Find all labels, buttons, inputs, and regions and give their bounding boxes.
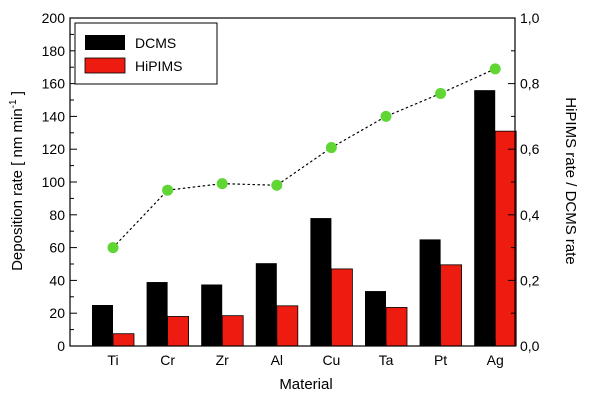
y-tick-label: 100 (42, 174, 66, 190)
x-tick-label: Zr (216, 352, 230, 368)
bar-dcms-ta (365, 291, 386, 346)
bar-hipims-al (276, 305, 299, 347)
ratio-series (107, 63, 501, 254)
bar-dcms-zr (201, 284, 223, 346)
y-axis-title-sup: -1 (8, 99, 19, 108)
bar-hipims-ti (112, 333, 135, 347)
bar-dcms-cu (310, 218, 332, 346)
x-tick-label: Al (271, 352, 283, 368)
y2-tick-label: 0,0 (520, 338, 540, 354)
bar-hipims-pt (440, 264, 463, 347)
legend-swatch-hipims (84, 57, 126, 74)
x-tick-label: Ta (379, 352, 394, 368)
y-axis-title: Deposition rate [ nm min-1 ] (8, 91, 26, 271)
bar-hipims-zr (221, 315, 244, 347)
legend-label-dcms: DCMS (135, 35, 176, 51)
y2-tick-label: 0,2 (520, 272, 540, 288)
bar-dcms-pt (419, 239, 441, 346)
bar-hipims-ag (494, 130, 517, 347)
ratio-point-zr (216, 178, 228, 190)
y2-tick-label: 1,0 (520, 10, 540, 26)
y-axis-title-main: Deposition rate [ nm min (9, 108, 26, 271)
y-axis-title-end: ] (9, 91, 26, 99)
ratio-point-ti (107, 242, 119, 254)
y-tick-label: 80 (49, 207, 65, 223)
axes: 0 20 40 60 80 100 120 140 160 180 200 0,0 0,2 0,4 0,6 0… (42, 10, 540, 368)
x-tick-label: Cu (322, 352, 340, 368)
y-tick-label: 140 (42, 108, 66, 124)
y-tick-label: 40 (49, 272, 65, 288)
y2-axis-title: HiPIMS rate / DCMS rate (562, 97, 579, 265)
x-tick-label: Ag (487, 352, 504, 368)
x-tick-label: Pt (434, 352, 447, 368)
x-tick-label: Ti (107, 352, 118, 368)
y-tick-label: 60 (49, 240, 65, 256)
ratio-point-ta (380, 110, 392, 122)
bars (92, 90, 517, 347)
y2-tick-label: 0,6 (520, 141, 540, 157)
ratio-point-cr (162, 184, 174, 196)
y-tick-label: 160 (42, 76, 66, 92)
bar-hipims-cu (330, 268, 353, 347)
legend: DCMS HiPIMS (74, 22, 218, 85)
y-tick-label: 0 (57, 338, 65, 354)
legend-label-hipims: HiPIMS (135, 58, 182, 74)
x-axis-title: Material (279, 376, 332, 393)
y-tick-label: 180 (42, 43, 66, 59)
bar-dcms-ag (474, 90, 496, 346)
legend-swatch-dcms (85, 35, 125, 50)
y-tick-label: 200 (42, 10, 66, 26)
x-tick-label: Cr (160, 352, 175, 368)
bar-hipims-cr (167, 316, 190, 347)
y2-tick-label: 0,4 (520, 207, 540, 223)
ratio-point-ag (489, 63, 501, 75)
y2-tick-label: 0,8 (520, 76, 540, 92)
bar-dcms-ti (92, 305, 113, 346)
ratio-line (112, 68, 496, 249)
ratio-point-pt (435, 87, 447, 99)
ratio-point-cu (325, 142, 337, 154)
bar-dcms-al (255, 263, 277, 346)
bar-dcms-cr (146, 282, 168, 346)
y-tick-label: 120 (42, 141, 66, 157)
ratio-point-al (271, 179, 283, 191)
legend-box (74, 22, 218, 85)
bar-hipims-ta (385, 307, 408, 347)
y-tick-label: 20 (49, 305, 65, 321)
